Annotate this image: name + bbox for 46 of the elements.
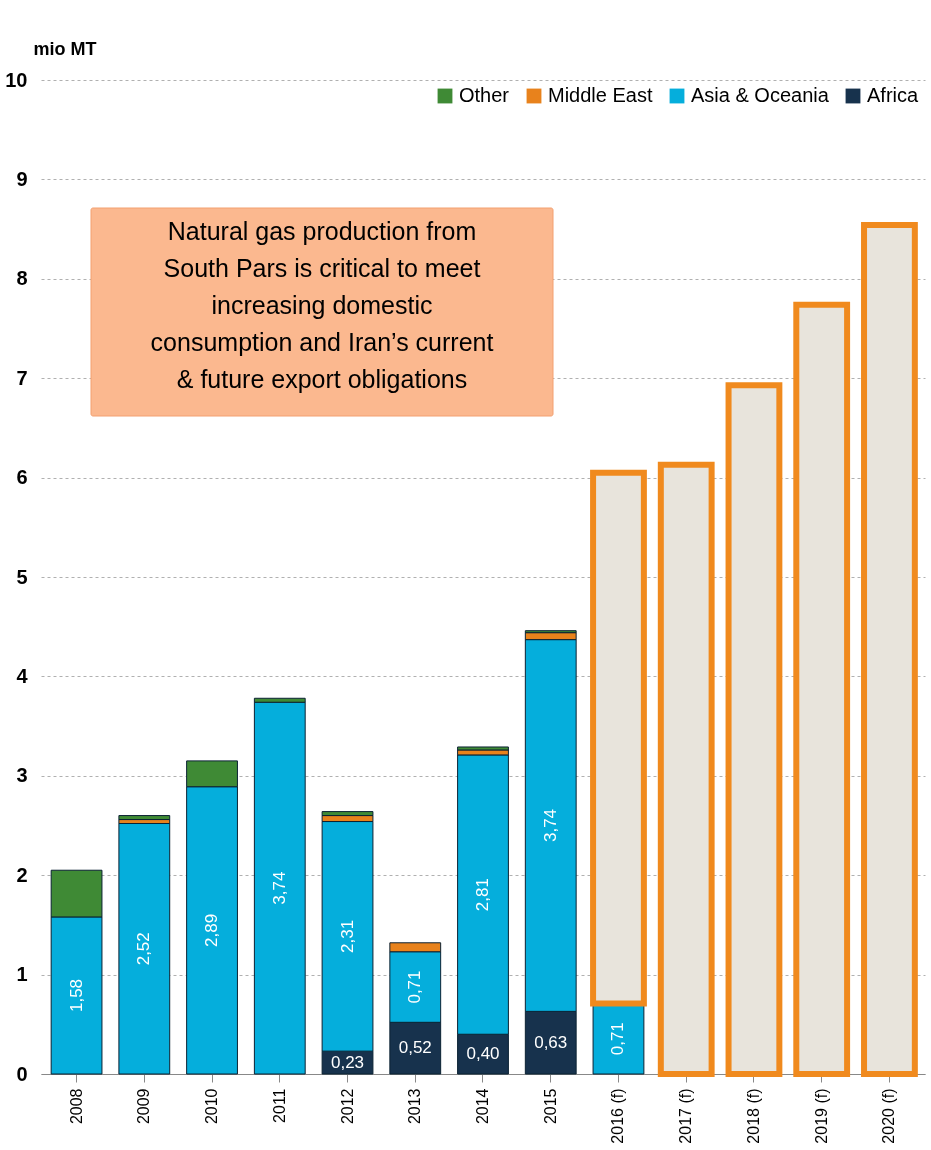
y-tick-label: 9 bbox=[16, 167, 28, 190]
y-tick-label: 3 bbox=[16, 764, 28, 787]
legend-label: Asia & Oceania bbox=[691, 84, 830, 106]
data-label: 3,74 bbox=[540, 808, 560, 843]
data-label: 0,52 bbox=[398, 1038, 432, 1058]
y-tick-label: 1 bbox=[16, 963, 28, 986]
data-label: 2,89 bbox=[202, 913, 222, 947]
y-axis-title: mio MT bbox=[33, 38, 97, 59]
y-tick-label: 2 bbox=[16, 863, 28, 886]
y-tick-label: 6 bbox=[16, 466, 28, 489]
bar bbox=[253, 701, 306, 1075]
data-label: 1,58 bbox=[66, 978, 86, 1013]
data-label: 2,52 bbox=[134, 932, 154, 966]
x-tick-label: 2020 (f) bbox=[880, 1088, 898, 1144]
x-tick-label: 2016 (f) bbox=[609, 1088, 627, 1144]
y-tick-label: 10 bbox=[5, 68, 28, 91]
x-tick-label: 2015 bbox=[541, 1088, 559, 1125]
bar bbox=[118, 815, 171, 821]
x-tick-label: 2012 bbox=[338, 1088, 356, 1125]
data-label: 0,63 bbox=[534, 1032, 568, 1052]
data-label: 0,71 bbox=[608, 1022, 628, 1056]
data-label: 2,81 bbox=[473, 878, 492, 912]
y-tick-label: 5 bbox=[16, 565, 28, 588]
y-tick-label: 7 bbox=[16, 366, 28, 389]
x-tick-label: 2011 bbox=[270, 1088, 288, 1123]
x-tick-label: 2010 bbox=[203, 1088, 221, 1125]
legend-label: Africa bbox=[867, 84, 919, 106]
y-tick-label: 8 bbox=[16, 267, 28, 290]
x-tick-label: 2014 bbox=[474, 1088, 491, 1125]
data-label: 2,31 bbox=[337, 919, 357, 953]
annotation: Natural gas production from South Pars is critical to meet increasing domestic consumption and Iran’s current & future export obligations bbox=[150, 217, 494, 393]
legend-label: Middle East bbox=[548, 84, 653, 106]
bar bbox=[118, 823, 171, 1075]
x-tick-label: 2018 (f) bbox=[744, 1088, 762, 1144]
x-tick-label: 2019 (f) bbox=[812, 1088, 830, 1144]
legend-label: Other bbox=[459, 84, 510, 106]
data-label: 3,74 bbox=[269, 871, 289, 905]
x-tick-label: 2009 bbox=[135, 1088, 153, 1125]
data-label: 0,71 bbox=[405, 970, 425, 1004]
x-tick-label: 2013 bbox=[406, 1088, 424, 1125]
x-tick-label: 2017 (f) bbox=[677, 1088, 695, 1144]
y-tick-label: 0 bbox=[16, 1062, 28, 1085]
data-label: 0,23 bbox=[330, 1052, 365, 1072]
data-label: 0,40 bbox=[466, 1044, 500, 1064]
y-tick-label: 4 bbox=[16, 664, 29, 687]
x-tick-label: 2008 bbox=[67, 1088, 85, 1125]
